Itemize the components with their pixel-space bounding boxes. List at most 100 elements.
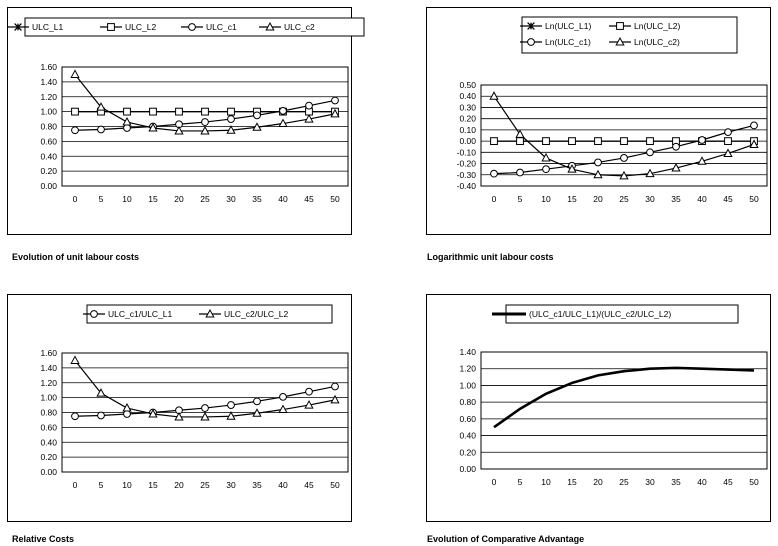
x-tick-label: 20: [174, 480, 184, 490]
legend-marker: [616, 22, 624, 30]
data-point: [331, 96, 339, 105]
data-point: [253, 111, 261, 120]
y-tick-label: 0.20: [40, 166, 57, 176]
y-tick-label: 0.40: [40, 437, 57, 447]
x-tick-label: 10: [122, 194, 132, 204]
legend-label: Ln(ULC_L1): [545, 21, 591, 31]
data-point: [123, 107, 131, 116]
x-tick-label: 50: [749, 194, 759, 204]
data-point: [200, 125, 210, 135]
data-point: [175, 107, 183, 116]
x-tick-label: 25: [200, 480, 210, 490]
x-tick-label: 0: [73, 194, 78, 204]
legend-label: ULC_c2: [284, 22, 315, 32]
data-point: [70, 355, 80, 364]
plot-area: [480, 84, 768, 187]
legend-label: ULC_L2: [125, 22, 156, 32]
legend-entry: ULC_L2: [100, 22, 156, 32]
data-point: [97, 125, 105, 134]
data-point: [490, 137, 498, 146]
x-tick-label: 35: [671, 194, 681, 204]
data-point: [253, 397, 261, 406]
x-tick-label: 15: [148, 194, 158, 204]
legend-entry: ULC_L1: [7, 22, 63, 32]
chart-frame: [426, 294, 771, 522]
data-point: [252, 408, 262, 417]
x-tick-label: 40: [278, 194, 288, 204]
data-point: [279, 392, 287, 401]
data-point: [122, 116, 132, 126]
x-tick-label: 30: [645, 194, 655, 204]
data-point: [515, 129, 525, 138]
y-tick-label: -0.30: [457, 170, 477, 180]
legend-entry: Ln(ULC_c2): [609, 36, 680, 47]
legend-marker: [615, 36, 625, 46]
x-tick-label: 10: [541, 477, 551, 487]
data-point: [697, 156, 707, 165]
series-2: [490, 121, 758, 178]
data-point: [698, 136, 706, 144]
legend-label: Ln(ULC_c2): [634, 37, 680, 47]
x-tick-label: 40: [697, 477, 707, 487]
y-tick-label: 1.00: [40, 393, 57, 403]
legend-entry: ULC_c1: [181, 22, 237, 32]
data-point: [542, 137, 550, 146]
data-point: [750, 121, 758, 130]
plot-area: [61, 352, 349, 473]
legend-label: ULC_c1/ULC_L1: [108, 309, 173, 319]
legend-entry: ULC_c1/ULC_L1: [83, 309, 173, 319]
data-point: [620, 137, 628, 146]
data-point: [619, 170, 629, 180]
y-tick-label: 1.60: [40, 62, 57, 72]
legend-marker: [188, 23, 196, 31]
data-point: [645, 168, 655, 178]
data-point: [567, 164, 577, 173]
series-1: [70, 355, 340, 421]
y-tick-label: 0.00: [459, 464, 476, 474]
y-tick-label: 0.00: [40, 467, 57, 477]
x-tick-label: 0: [73, 480, 78, 490]
x-tick-label: 30: [645, 477, 655, 487]
y-tick-label: 1.60: [40, 348, 57, 358]
data-point: [279, 106, 287, 115]
x-tick-label: 30: [226, 194, 236, 204]
data-point: [174, 411, 184, 421]
plot-area: [480, 351, 768, 470]
y-tick-label: 0.80: [40, 408, 57, 418]
x-tick-label: 5: [518, 477, 523, 487]
x-tick-label: 10: [122, 480, 132, 490]
data-point: [71, 126, 79, 135]
x-tick-label: 45: [723, 477, 733, 487]
legend-label: Ln(ULC_c1): [545, 37, 591, 47]
x-tick-label: 5: [99, 480, 104, 490]
x-tick-label: 20: [174, 194, 184, 204]
data-point: [672, 142, 680, 151]
data-point: [331, 382, 339, 391]
legend-marker: [265, 21, 275, 31]
y-tick-label: -0.10: [457, 147, 477, 157]
data-point: [305, 101, 313, 110]
data-point: [646, 137, 654, 146]
chart-panel-log-ulc: -0.40 -0.30 -0.20 -0.10 0.00 0.10 0.20 0.30 0.40…: [426, 7, 771, 235]
x-tick-label: 20: [593, 194, 603, 204]
data-point: [148, 122, 158, 132]
data-point: [97, 411, 105, 420]
x-tick-label: 30: [226, 480, 236, 490]
x-tick-label: 10: [541, 194, 551, 204]
series-2: [71, 96, 339, 135]
data-point: [593, 169, 603, 179]
series-3: [489, 91, 759, 180]
x-tick-label: 15: [148, 480, 158, 490]
x-tick-label: 45: [304, 194, 314, 204]
data-point: [226, 411, 236, 420]
x-tick-label: 15: [567, 477, 577, 487]
y-tick-label: 0.80: [40, 122, 57, 132]
data-point: [123, 410, 131, 418]
x-tick-label: 50: [330, 194, 340, 204]
data-point: [620, 154, 628, 162]
y-tick-label: 0.60: [40, 422, 57, 432]
data-point: [516, 137, 524, 146]
data-point: [330, 108, 340, 118]
data-point: [122, 402, 132, 412]
legend-marker: [527, 38, 535, 46]
